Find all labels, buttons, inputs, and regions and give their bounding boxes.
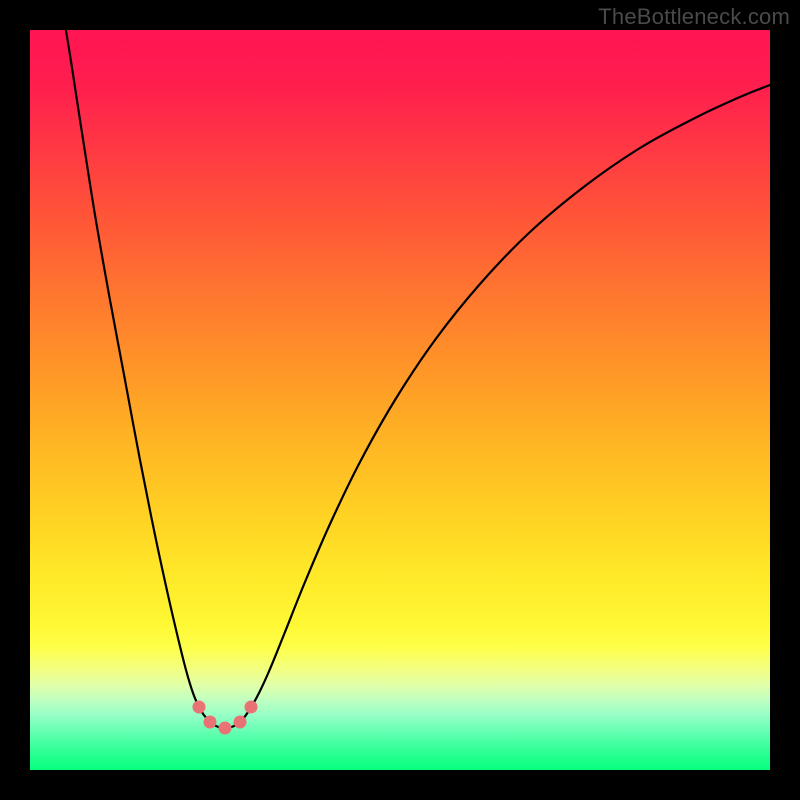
chart-svg [30, 30, 770, 770]
gradient-background [30, 30, 770, 770]
marker-dot [234, 716, 247, 729]
marker-dot [219, 722, 232, 735]
plot-area [30, 30, 770, 770]
marker-dot [245, 701, 258, 714]
marker-dot [193, 701, 206, 714]
chart-outer-frame: TheBottleneck.com [0, 0, 800, 800]
marker-dot [204, 716, 217, 729]
watermark-text: TheBottleneck.com [598, 4, 790, 30]
